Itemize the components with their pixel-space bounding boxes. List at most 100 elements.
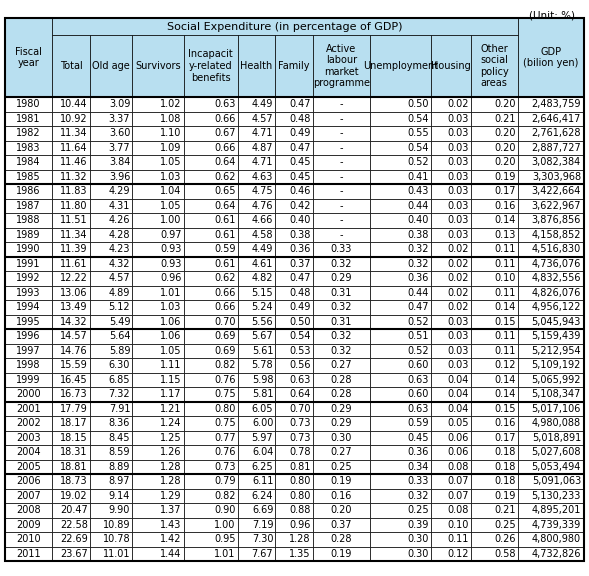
Text: 3,422,664: 3,422,664 xyxy=(532,186,581,196)
Bar xyxy=(431,430,471,445)
Bar xyxy=(133,300,184,314)
Text: 0.66: 0.66 xyxy=(214,113,236,124)
Bar xyxy=(471,547,518,561)
Text: 0.03: 0.03 xyxy=(447,230,469,240)
Bar xyxy=(471,271,518,286)
Text: 0.07: 0.07 xyxy=(447,476,469,486)
Bar xyxy=(90,314,133,329)
Text: 0.66: 0.66 xyxy=(214,288,236,298)
Text: 0.63: 0.63 xyxy=(408,404,429,414)
Bar xyxy=(275,256,313,271)
Bar xyxy=(52,517,90,532)
Bar xyxy=(133,387,184,401)
Text: 1984: 1984 xyxy=(16,157,41,167)
Bar xyxy=(275,271,313,286)
Text: 2009: 2009 xyxy=(16,520,41,530)
Text: 0.33: 0.33 xyxy=(330,244,352,254)
Bar xyxy=(133,488,184,503)
Bar xyxy=(90,213,133,228)
Text: 1.21: 1.21 xyxy=(160,404,181,414)
Bar xyxy=(370,169,431,184)
Text: Total: Total xyxy=(59,61,82,71)
Bar xyxy=(184,488,238,503)
Text: 11.01: 11.01 xyxy=(102,549,130,559)
Text: 0.20: 0.20 xyxy=(494,157,516,167)
Text: 0.17: 0.17 xyxy=(494,433,516,443)
Bar xyxy=(518,343,584,358)
Text: 0.40: 0.40 xyxy=(289,215,311,225)
Text: 2,887,727: 2,887,727 xyxy=(531,143,581,153)
Bar xyxy=(5,256,52,271)
Bar xyxy=(518,112,584,126)
Text: 0.16: 0.16 xyxy=(495,201,516,211)
Bar xyxy=(90,228,133,242)
Text: 7.67: 7.67 xyxy=(252,549,273,559)
Bar xyxy=(238,256,275,271)
Text: 0.45: 0.45 xyxy=(408,433,429,443)
Text: 4,800,980: 4,800,980 xyxy=(532,535,581,544)
Text: 0.93: 0.93 xyxy=(160,259,181,269)
Bar xyxy=(370,474,431,488)
Bar xyxy=(431,474,471,488)
Text: 4.49: 4.49 xyxy=(252,244,273,254)
Text: 0.02: 0.02 xyxy=(447,302,469,312)
Bar xyxy=(52,314,90,329)
Bar xyxy=(184,532,238,547)
Text: 0.11: 0.11 xyxy=(495,288,516,298)
Bar xyxy=(184,112,238,126)
Text: 7.32: 7.32 xyxy=(108,389,130,399)
Text: 0.80: 0.80 xyxy=(289,491,311,501)
Text: 2008: 2008 xyxy=(16,505,41,516)
Text: 0.14: 0.14 xyxy=(495,389,516,399)
Bar xyxy=(133,141,184,155)
Text: 0.81: 0.81 xyxy=(289,462,311,472)
Bar xyxy=(52,300,90,314)
Text: 2006: 2006 xyxy=(16,476,41,486)
Bar xyxy=(90,199,133,213)
Bar xyxy=(238,401,275,416)
Text: 1.00: 1.00 xyxy=(214,520,236,530)
Text: 1.28: 1.28 xyxy=(289,535,311,544)
Text: 0.12: 0.12 xyxy=(494,360,516,370)
Text: 4.66: 4.66 xyxy=(252,215,273,225)
Bar xyxy=(238,271,275,286)
Bar xyxy=(5,358,52,373)
Bar xyxy=(431,155,471,169)
Bar xyxy=(184,286,238,300)
Bar xyxy=(5,460,52,474)
Bar xyxy=(370,373,431,387)
Bar xyxy=(431,503,471,517)
Text: 0.28: 0.28 xyxy=(330,375,352,385)
Bar xyxy=(184,373,238,387)
Bar xyxy=(184,169,238,184)
Text: 4.58: 4.58 xyxy=(252,230,273,240)
Text: 0.75: 0.75 xyxy=(214,418,236,428)
Text: 1996: 1996 xyxy=(16,331,41,341)
Bar xyxy=(370,155,431,169)
Text: 7.91: 7.91 xyxy=(109,404,130,414)
Text: 0.51: 0.51 xyxy=(408,331,429,341)
Text: 0.28: 0.28 xyxy=(330,535,352,544)
Bar xyxy=(238,228,275,242)
Text: 0.49: 0.49 xyxy=(289,302,311,312)
Bar xyxy=(518,213,584,228)
Bar xyxy=(518,256,584,271)
Text: 18.81: 18.81 xyxy=(60,462,88,472)
Bar xyxy=(313,517,370,532)
Text: 1.03: 1.03 xyxy=(160,302,181,312)
Text: 0.96: 0.96 xyxy=(160,273,181,283)
Bar xyxy=(52,35,90,97)
Bar xyxy=(238,358,275,373)
Bar xyxy=(518,199,584,213)
Bar xyxy=(238,445,275,460)
Text: 0.11: 0.11 xyxy=(495,259,516,269)
Text: 0.76: 0.76 xyxy=(214,447,236,457)
Bar xyxy=(518,503,584,517)
Bar xyxy=(313,213,370,228)
Bar xyxy=(238,460,275,474)
Text: 0.44: 0.44 xyxy=(408,288,429,298)
Text: 23.67: 23.67 xyxy=(60,549,88,559)
Bar xyxy=(52,18,518,35)
Bar xyxy=(471,401,518,416)
Text: 0.03: 0.03 xyxy=(447,143,469,153)
